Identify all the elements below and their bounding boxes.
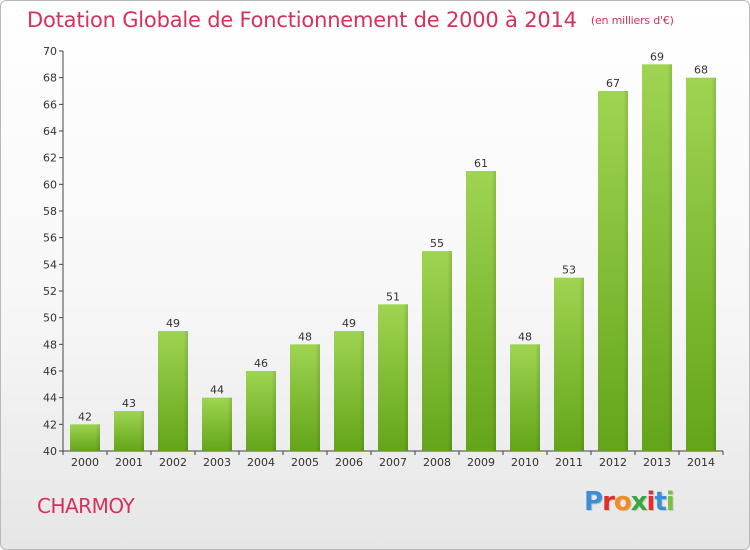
- data-label: 69: [650, 50, 664, 63]
- bar-shade-2005: [290, 344, 320, 451]
- y-tick-label: 62: [43, 152, 57, 165]
- y-tick-label: 46: [43, 365, 57, 378]
- data-label: 43: [122, 397, 136, 410]
- bar-shade-2000: [70, 424, 100, 451]
- bar-shade-2011: [554, 277, 584, 451]
- chart-title: Dotation Globale de Fonctionnement de 20…: [27, 8, 674, 32]
- x-tick-label: 2006: [335, 456, 363, 469]
- data-label: 48: [518, 330, 532, 343]
- bar-shade-2002: [158, 331, 188, 451]
- chart-bars: [70, 64, 716, 452]
- data-label: 49: [166, 317, 180, 330]
- x-tick-label: 2008: [423, 456, 451, 469]
- data-label: 44: [210, 384, 224, 397]
- logo-letter: x: [630, 487, 648, 517]
- y-tick-label: 48: [43, 338, 57, 351]
- proxiti-logo[interactable]: Proxiti: [584, 487, 675, 517]
- x-tick-label: 2014: [687, 456, 715, 469]
- x-tick-label: 2002: [159, 456, 187, 469]
- y-tick-label: 56: [43, 232, 57, 245]
- data-label: 49: [342, 317, 356, 330]
- x-tick-label: 2009: [467, 456, 495, 469]
- logo-letter: r: [602, 487, 615, 517]
- bar-shade-2014: [686, 77, 716, 452]
- bar-shade-2013: [642, 64, 672, 452]
- y-tick-label: 70: [43, 45, 57, 58]
- data-label: 51: [386, 290, 400, 303]
- chart-axes: 40 42 44 46 48 50 52 54 56 58 60 62 64 66 68 70 2000 2001…: [43, 45, 724, 469]
- x-tick-label: 2013: [643, 456, 671, 469]
- bar-shade-2008: [422, 251, 452, 451]
- bar-shade-2009: [466, 171, 496, 451]
- x-tick-label: 2004: [247, 456, 275, 469]
- y-tick-label: 60: [43, 178, 57, 191]
- bar-shade-2001: [114, 411, 144, 451]
- logo-letter: P: [584, 487, 603, 517]
- y-tick-label: 68: [43, 72, 57, 85]
- data-label: 55: [430, 237, 444, 250]
- y-tick-label: 52: [43, 285, 57, 298]
- logo-letter: i: [646, 487, 656, 517]
- bar-shade-2006: [334, 331, 364, 451]
- bar-shade-2004: [246, 371, 276, 451]
- data-label: 67: [606, 77, 620, 90]
- data-label: 42: [78, 410, 92, 423]
- x-tick-label: 2010: [511, 456, 539, 469]
- x-tick-label: 2001: [115, 456, 143, 469]
- bar-shade-2007: [378, 304, 408, 451]
- chart-data-labels: 42 43 49 44 46 48 49 51 55 61 48 53 67 69 68: [78, 50, 708, 423]
- y-tick-label: 58: [43, 205, 57, 218]
- y-tick-label: 44: [43, 392, 57, 405]
- y-tick-label: 42: [43, 418, 57, 431]
- logo-letter: t: [654, 487, 666, 517]
- data-label: 61: [474, 157, 488, 170]
- y-tick-label: 64: [43, 125, 57, 138]
- x-tick-label: 2000: [71, 456, 99, 469]
- bar-shade-2012: [598, 91, 628, 451]
- bar-shade-2003: [202, 397, 232, 451]
- chart-title-text: Dotation Globale de Fonctionnement de 20…: [27, 8, 577, 32]
- y-tick-label: 50: [43, 312, 57, 325]
- data-label: 48: [298, 330, 312, 343]
- y-tick-label: 66: [43, 98, 57, 111]
- chart-subtitle: (en milliers d'€): [590, 14, 674, 27]
- x-tick-label: 2005: [291, 456, 319, 469]
- x-tick-label: 2007: [379, 456, 407, 469]
- data-label: 46: [254, 357, 268, 370]
- data-label: 68: [694, 64, 708, 77]
- commune-name: CHARMOY: [37, 494, 135, 518]
- logo-letter: i: [665, 487, 675, 517]
- data-label: 53: [562, 264, 576, 277]
- x-tick-label: 2011: [555, 456, 583, 469]
- x-tick-label: 2003: [203, 456, 231, 469]
- logo-letter: o: [613, 487, 632, 517]
- y-tick-label: 40: [43, 445, 57, 458]
- y-tick-label: 54: [43, 258, 57, 271]
- x-tick-label: 2012: [599, 456, 627, 469]
- bar-shade-2010: [510, 344, 540, 451]
